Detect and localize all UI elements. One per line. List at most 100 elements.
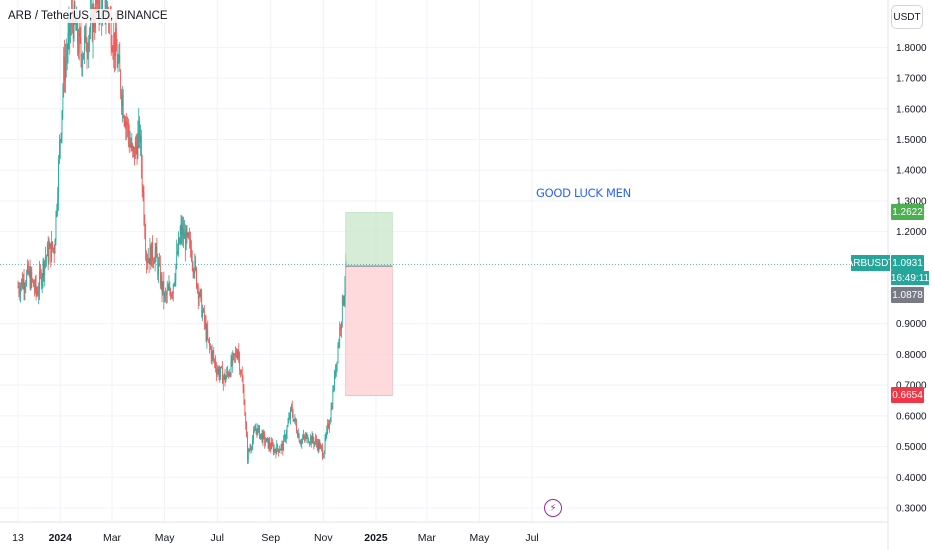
currency-selector[interactable]: USDT bbox=[891, 5, 923, 29]
candle-body bbox=[134, 146, 135, 159]
candle-body bbox=[192, 263, 194, 272]
candle-body bbox=[127, 122, 128, 125]
candle-body bbox=[139, 121, 140, 143]
candle-body bbox=[52, 241, 53, 249]
candle-body bbox=[143, 192, 145, 222]
candle-body bbox=[153, 260, 154, 263]
chart-annotation[interactable]: GOOD LUCK MEN bbox=[536, 186, 631, 200]
x-tick-label: Nov bbox=[314, 532, 333, 544]
candle-body bbox=[78, 30, 80, 53]
candle-body bbox=[204, 322, 206, 324]
candle-body bbox=[65, 56, 67, 61]
symbol-title[interactable]: ARB / TetherUS, 1D, BINANCE bbox=[6, 9, 170, 23]
candle-body bbox=[266, 438, 268, 439]
y-tick-label: 1.6000 bbox=[896, 104, 927, 115]
candle-body bbox=[91, 7, 93, 40]
x-tick-label: Mar bbox=[103, 532, 122, 544]
candle-body bbox=[304, 437, 306, 439]
candle-body bbox=[318, 441, 320, 449]
candle-body bbox=[94, 25, 96, 28]
candle-body bbox=[265, 442, 266, 444]
candle-body bbox=[344, 286, 346, 298]
candle-body bbox=[78, 43, 79, 53]
candle-body bbox=[184, 232, 185, 239]
y-tick-label: 0.7000 bbox=[896, 381, 927, 392]
candle-body bbox=[107, 4, 109, 13]
candle-body bbox=[176, 251, 178, 265]
candle-body bbox=[81, 56, 83, 68]
candle-body bbox=[267, 438, 269, 449]
candle-body bbox=[86, 50, 88, 53]
x-tick-label: Mar bbox=[418, 532, 437, 544]
last-price-tag: 1.0931 bbox=[891, 255, 924, 271]
candle-body bbox=[339, 327, 341, 343]
candle-body bbox=[97, 0, 99, 9]
candle-body bbox=[264, 434, 266, 444]
candle-body bbox=[40, 271, 41, 273]
candle-body bbox=[282, 443, 284, 451]
candle-body bbox=[266, 438, 267, 443]
candle-body bbox=[202, 311, 203, 317]
candle-body bbox=[222, 367, 223, 384]
candle-body bbox=[247, 436, 248, 460]
candle-body bbox=[43, 261, 45, 276]
candle-body bbox=[332, 389, 334, 409]
candle-body bbox=[24, 287, 26, 290]
candle-body bbox=[17, 286, 19, 288]
candle-body bbox=[96, 0, 97, 4]
symbol-price-tag: ARBUSDT bbox=[847, 255, 894, 271]
candle-body bbox=[280, 445, 282, 450]
candle-body bbox=[19, 291, 21, 295]
candle-body bbox=[84, 35, 85, 54]
candle-body bbox=[240, 370, 241, 374]
candle-body bbox=[150, 246, 152, 267]
candle-body bbox=[241, 373, 243, 382]
candle-body bbox=[272, 442, 273, 446]
candle-body bbox=[198, 296, 200, 300]
candle-body bbox=[128, 122, 129, 135]
candle-body bbox=[114, 32, 115, 57]
long-position-tool[interactable] bbox=[0, 212, 888, 397]
candle-body bbox=[97, 0, 98, 4]
candle-body bbox=[126, 121, 128, 125]
y-tick-label: 1.5000 bbox=[896, 135, 927, 146]
candle-body bbox=[181, 224, 183, 237]
candle-body bbox=[47, 244, 49, 262]
candle-body bbox=[115, 28, 116, 57]
candle-body bbox=[293, 419, 295, 421]
candle-body bbox=[184, 232, 186, 250]
candle-body bbox=[72, 18, 74, 39]
candle-body bbox=[334, 371, 335, 390]
candle-body bbox=[244, 404, 246, 416]
candle-body bbox=[35, 279, 37, 292]
candle-body bbox=[142, 189, 144, 193]
candle-body bbox=[175, 264, 177, 280]
target-zone bbox=[345, 212, 393, 267]
candle-body bbox=[234, 353, 235, 356]
candle-body bbox=[56, 210, 58, 212]
candle-body bbox=[322, 456, 324, 458]
candle-body bbox=[303, 435, 304, 439]
candle-body bbox=[21, 279, 22, 286]
lightning-bolt-icon[interactable]: ⚡ bbox=[544, 499, 562, 517]
candle-body bbox=[162, 281, 164, 293]
candle-body bbox=[37, 294, 39, 296]
candle-body bbox=[152, 242, 153, 261]
candle-body bbox=[209, 345, 211, 349]
candle-body bbox=[305, 436, 307, 439]
candle-body bbox=[312, 434, 314, 441]
candle-body bbox=[251, 447, 253, 449]
candle-body bbox=[115, 28, 117, 51]
candle-body bbox=[31, 271, 33, 280]
candle-body bbox=[42, 261, 44, 278]
candle-body bbox=[179, 233, 181, 244]
candle-body bbox=[249, 448, 251, 451]
candle-body bbox=[155, 246, 157, 252]
x-tick-label: Sep bbox=[261, 532, 280, 544]
candle-body bbox=[134, 141, 136, 159]
candle-body bbox=[309, 442, 310, 444]
candle-body bbox=[250, 448, 252, 450]
candle-body bbox=[262, 432, 264, 442]
candle-body bbox=[119, 55, 121, 72]
